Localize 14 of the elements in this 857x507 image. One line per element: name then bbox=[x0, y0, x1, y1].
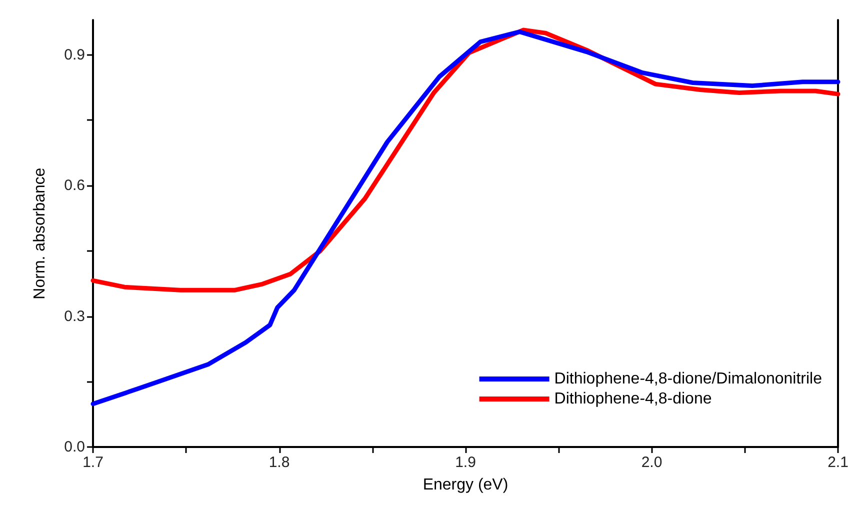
x-tick-label: 2.1 bbox=[828, 454, 848, 471]
y-tick-label: 0.9 bbox=[64, 46, 85, 64]
y-tick-label: 0.0 bbox=[64, 438, 85, 456]
x-axis-title: Energy (eV) bbox=[422, 476, 508, 494]
line-series bbox=[90, 30, 840, 406]
x-tick-label: 1.8 bbox=[268, 454, 290, 471]
y-axis-title: Norm. absorbance bbox=[32, 168, 48, 300]
x-tick-label: 1.9 bbox=[455, 454, 476, 471]
legend-label: Dithiophene-4,8-dione/Dimalononitrile bbox=[554, 370, 822, 388]
y-tick-label: 0.6 bbox=[64, 177, 85, 194]
x-tick-label: 1.7 bbox=[82, 454, 104, 471]
y-tick-label: 0.3 bbox=[64, 308, 85, 325]
legend-label: Dithiophene-4,8-dione bbox=[554, 390, 712, 408]
x-tick-label: 2.0 bbox=[641, 454, 662, 471]
